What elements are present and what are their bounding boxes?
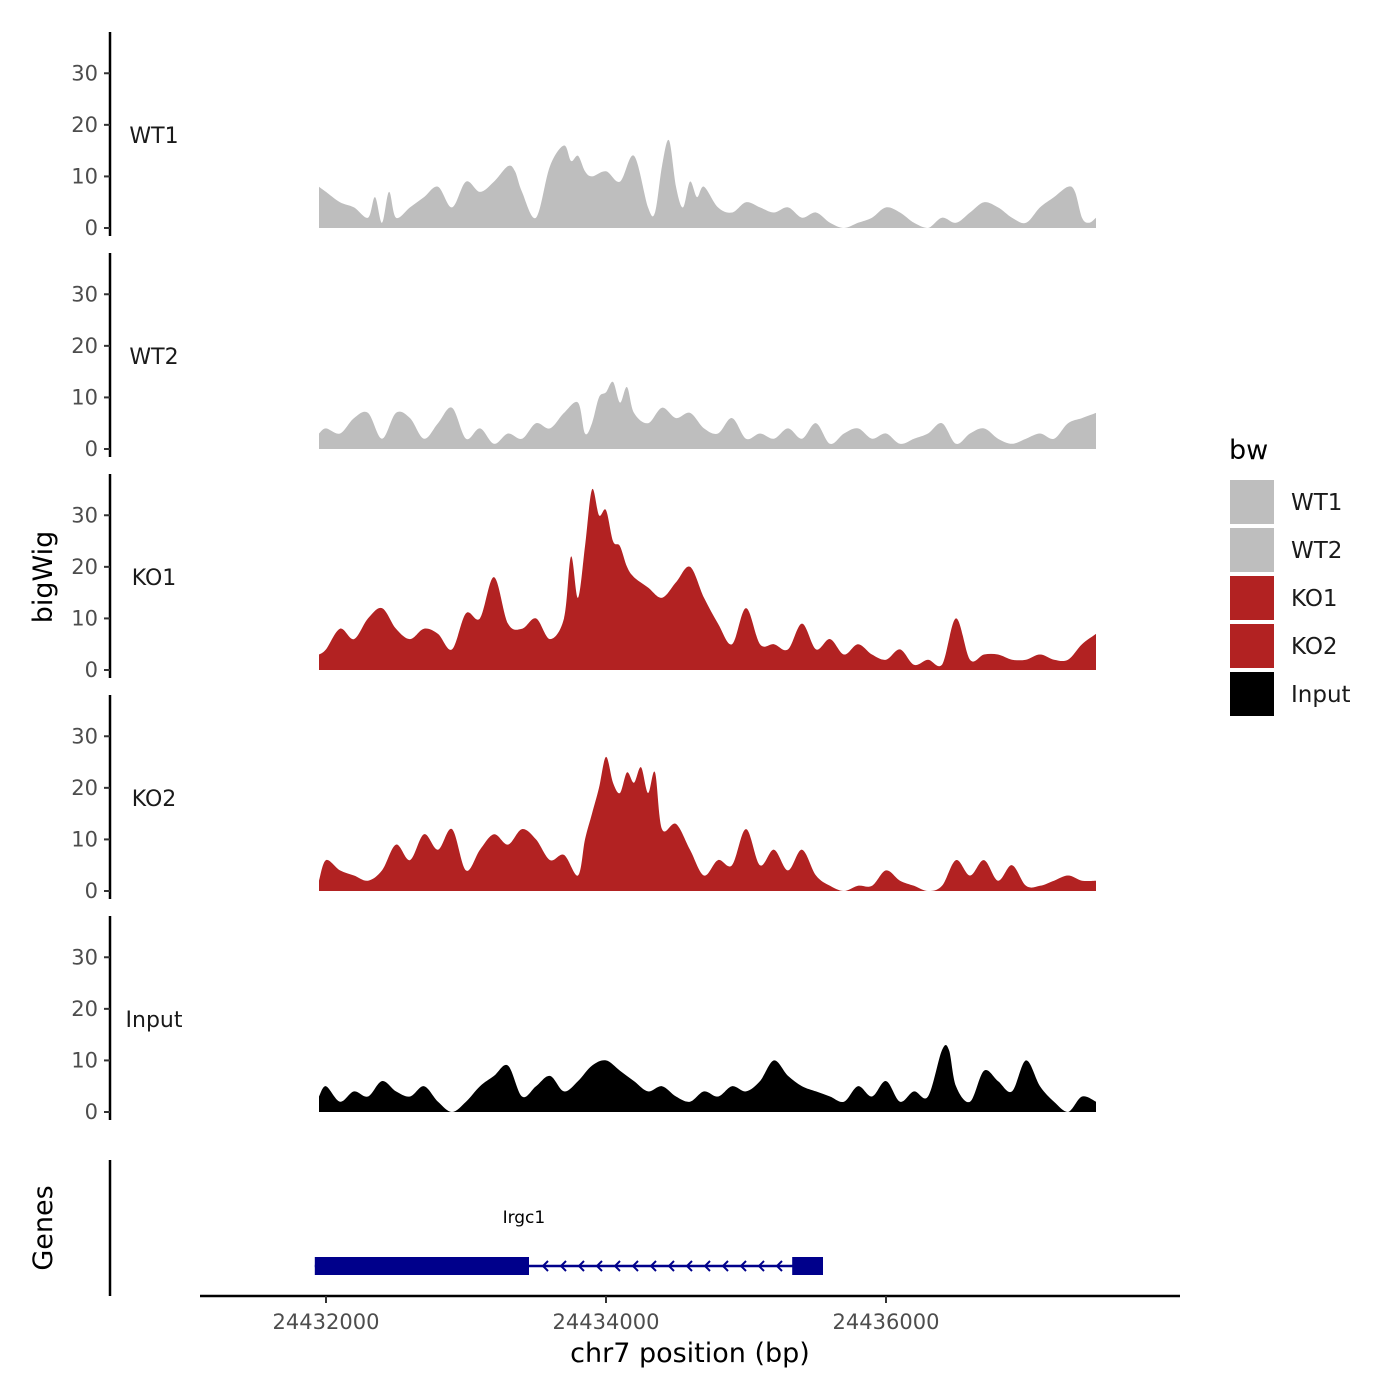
y-tick-label: 30	[71, 503, 98, 527]
strand-arrow	[577, 1260, 585, 1272]
y-tick-label: 20	[71, 113, 98, 137]
legend-label-ko1: KO1	[1291, 586, 1338, 612]
gene-track: Irgc1	[108, 1160, 823, 1296]
coverage-area-ko2	[319, 756, 1096, 891]
legend-label-ko2: KO2	[1291, 634, 1338, 660]
strand-arrow	[685, 1260, 693, 1272]
y-tick-label: 10	[71, 827, 98, 851]
strand-arrow	[595, 1260, 603, 1272]
x-tick-label: 24436000	[833, 1310, 940, 1334]
x-tick-label: 24434000	[553, 1310, 660, 1334]
gene-exon	[792, 1257, 823, 1275]
legend-swatch-wt1	[1230, 480, 1274, 524]
track-label: KO1	[132, 566, 177, 591]
track-ko2: 0 10 20 30 KO2	[71, 695, 1096, 903]
y-tick-label: 30	[71, 61, 98, 85]
legend-swatch-wt2	[1230, 528, 1274, 572]
track-wt2: 0 10 20 30 WT2	[71, 253, 1096, 461]
strand-arrow	[739, 1260, 747, 1272]
y-tick-label: 20	[71, 555, 98, 579]
track-label: Input	[126, 1008, 183, 1033]
y-tick-label: 30	[71, 282, 98, 306]
y-tick-label: 10	[71, 164, 98, 188]
coverage-area-input	[319, 1044, 1096, 1112]
strand-arrow	[775, 1260, 783, 1272]
coverage-area-ko1	[319, 488, 1096, 670]
y-tick-label: 30	[71, 945, 98, 969]
x-axis-title: chr7 position (bp)	[570, 1338, 810, 1369]
coverage-area-wt2	[319, 381, 1096, 449]
y-tick-label: 20	[71, 334, 98, 358]
x-tick-label: 24432000	[273, 1310, 380, 1334]
y-tick-label: 10	[71, 385, 98, 409]
strand-arrow	[667, 1260, 675, 1272]
gene-exon	[314, 1257, 529, 1275]
y-tick-label: 30	[71, 724, 98, 748]
y-tick-label: 10	[71, 1048, 98, 1072]
gene-track-title: Genes	[28, 1185, 59, 1270]
y-tick-label: 20	[71, 776, 98, 800]
legend-label-wt1: WT1	[1291, 490, 1342, 516]
strand-arrow	[703, 1260, 711, 1272]
y-tick-label: 20	[71, 997, 98, 1021]
strand-arrow	[631, 1260, 639, 1272]
track-label: KO2	[132, 787, 177, 812]
strand-arrow	[721, 1260, 729, 1272]
legend-swatch-input	[1230, 672, 1274, 716]
strand-arrow	[559, 1260, 567, 1272]
legend-swatch-ko1	[1230, 576, 1274, 620]
y-tick-label: 0	[85, 437, 98, 461]
gene-irgc1: Irgc1	[314, 1208, 823, 1275]
legend-swatch-ko2	[1230, 624, 1274, 668]
y-tick-label: 0	[85, 879, 98, 903]
coverage-area-wt1	[319, 139, 1096, 228]
tracks-layer: 0 10 20 30 WT1 0 10 20 30 WT2 0 10 20 30 KO1 0 10 20 30 KO2…	[71, 32, 1096, 1124]
y-tick-label: 0	[85, 216, 98, 240]
strand-arrow	[541, 1260, 549, 1272]
strand-arrow	[613, 1260, 621, 1272]
legend-title: bw	[1229, 435, 1268, 466]
legend: bw WT1 WT2 KO1 KO2 Input	[1229, 435, 1351, 716]
x-axis: 24432000 24434000 24436000	[200, 1294, 1180, 1334]
gene-label: Irgc1	[503, 1208, 546, 1228]
track-input: 0 10 20 30 Input	[71, 916, 1096, 1124]
y-tick-label: 10	[71, 606, 98, 630]
track-ko1: 0 10 20 30 KO1	[71, 474, 1096, 682]
y-tick-label: 0	[85, 1100, 98, 1124]
y-tick-label: 0	[85, 658, 98, 682]
track-wt1: 0 10 20 30 WT1	[71, 32, 1096, 240]
strand-arrow	[757, 1260, 765, 1272]
legend-label-input: Input	[1291, 682, 1351, 708]
track-label: WT1	[129, 124, 178, 149]
legend-label-wt2: WT2	[1291, 538, 1342, 564]
track-label: WT2	[129, 345, 178, 370]
y-axis-title: bigWig	[28, 531, 59, 624]
strand-arrow	[649, 1260, 657, 1272]
